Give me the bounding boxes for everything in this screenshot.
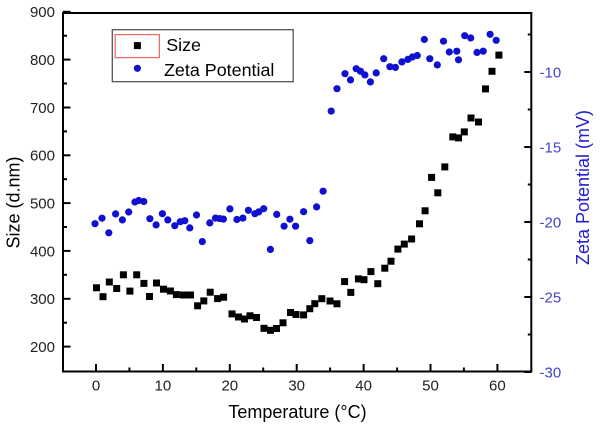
svg-text:900: 900 [30, 4, 55, 21]
svg-text:20: 20 [221, 378, 238, 395]
svg-text:30: 30 [288, 378, 305, 395]
svg-text:-15: -15 [540, 139, 562, 156]
svg-text:Zeta Potential: Zeta Potential [164, 60, 274, 80]
svg-text:40: 40 [355, 378, 372, 395]
svg-text:50: 50 [422, 378, 439, 395]
svg-text:Size (d.nm): Size (d.nm) [4, 156, 24, 248]
svg-text:700: 700 [30, 100, 55, 117]
svg-text:10: 10 [155, 378, 172, 395]
svg-text:Zeta Potential (mV): Zeta Potential (mV) [573, 110, 593, 265]
svg-text:-10: -10 [540, 64, 562, 81]
svg-text:500: 500 [30, 196, 55, 213]
svg-text:-25: -25 [540, 289, 562, 306]
svg-text:60: 60 [489, 378, 506, 395]
svg-text:Size: Size [166, 35, 201, 55]
svg-text:-20: -20 [540, 214, 562, 231]
svg-text:-30: -30 [540, 364, 562, 381]
svg-text:300: 300 [30, 291, 55, 308]
svg-text:200: 200 [30, 339, 55, 356]
svg-text:400: 400 [30, 243, 55, 260]
svg-text:600: 600 [30, 148, 55, 165]
svg-text:Temperature (°C): Temperature (°C) [228, 402, 366, 422]
svg-text:800: 800 [30, 52, 55, 69]
svg-text:0: 0 [92, 378, 100, 395]
